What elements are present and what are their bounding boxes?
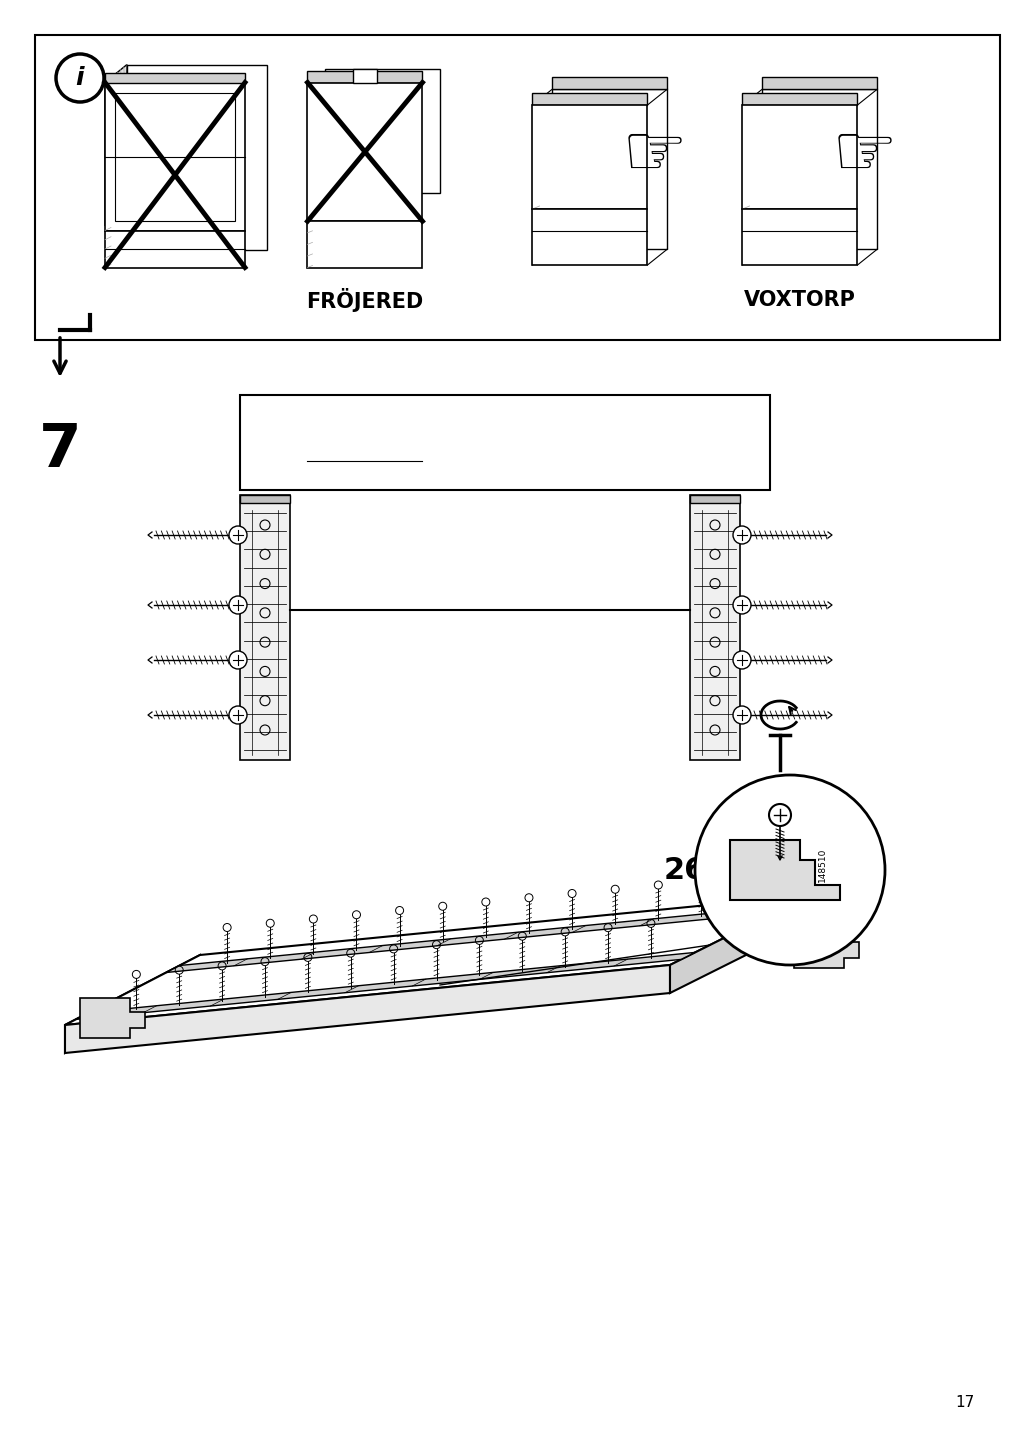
Polygon shape [126,64,267,249]
Circle shape [732,652,750,669]
Bar [552,77,667,89]
Bar [240,495,290,503]
Circle shape [732,596,750,614]
Bar [761,77,877,89]
Text: ☞: ☞ [622,119,687,192]
Polygon shape [80,998,145,1038]
Circle shape [732,706,750,725]
Polygon shape [115,93,235,221]
Polygon shape [307,83,422,222]
Polygon shape [105,83,245,231]
Polygon shape [532,105,647,209]
Circle shape [228,652,247,669]
Circle shape [228,526,247,544]
Text: 148510: 148510 [817,848,826,882]
Text: FRÖJERED: FRÖJERED [306,288,424,312]
Polygon shape [65,895,809,1025]
Polygon shape [307,222,422,268]
Circle shape [228,706,247,725]
Polygon shape [166,905,789,972]
Bar [353,69,377,83]
Polygon shape [76,952,695,1020]
Bar [240,495,290,760]
Text: i: i [76,66,84,90]
Polygon shape [65,955,200,1053]
Polygon shape [742,105,856,209]
Text: ☞: ☞ [831,119,897,192]
Polygon shape [742,209,856,265]
Polygon shape [729,841,839,899]
Circle shape [695,775,885,965]
Text: VOXTORP: VOXTORP [743,291,855,309]
Bar [105,73,245,83]
Polygon shape [65,965,669,1053]
Text: 7: 7 [38,421,81,480]
Bar [690,495,739,760]
Bar [307,70,422,83]
Polygon shape [532,209,647,265]
Circle shape [768,803,791,826]
Polygon shape [105,64,126,226]
Text: 26x: 26x [663,855,725,885]
Circle shape [732,526,750,544]
Bar [532,93,647,105]
Polygon shape [105,231,245,268]
Circle shape [228,596,247,614]
Polygon shape [794,928,858,968]
Polygon shape [552,89,667,249]
Bar [35,34,999,339]
Polygon shape [326,69,440,193]
Polygon shape [761,89,877,249]
Bar [742,93,856,105]
Text: 17: 17 [954,1395,974,1411]
Polygon shape [669,895,809,992]
Bar [690,495,739,503]
Bar [240,395,769,490]
